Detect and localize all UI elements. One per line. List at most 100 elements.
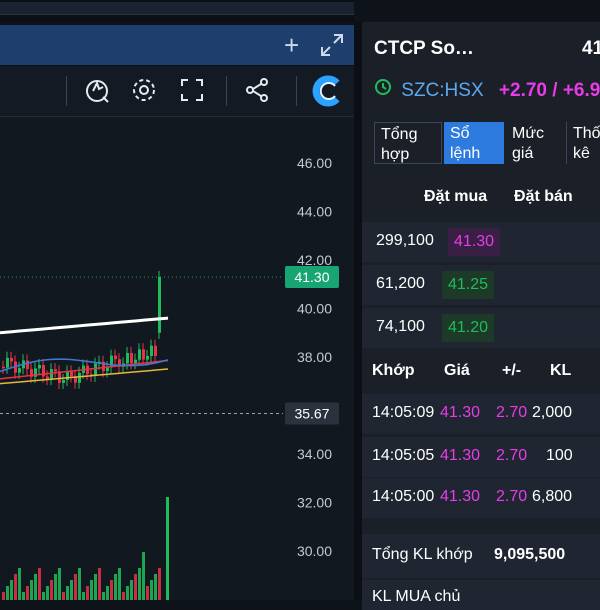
volume-bar: [6, 586, 9, 600]
buy-volume-row: KL MUA chủ: [362, 580, 600, 610]
buy-price: 41.30: [448, 228, 501, 256]
toolbar-divider: [66, 76, 67, 106]
stock-detail-panel: CTCP So… 41 SZC:HSX +2.70 / +6.9 Tổng hợp…: [362, 22, 600, 610]
clock-icon: [375, 79, 391, 95]
trade-price: 41.30: [440, 488, 481, 505]
trade-change: 2.70: [496, 447, 528, 464]
tab-price-level[interactable]: Mức giá: [512, 125, 545, 162]
candlestick: [94, 363, 97, 376]
tab-order-book[interactable]: Sổ lệnh: [444, 122, 504, 164]
volume-bar: [46, 586, 49, 600]
price-axis-label: 46.00: [297, 155, 332, 171]
candlestick: [70, 371, 73, 377]
app-logo-icon[interactable]: [310, 74, 344, 113]
tab-statistics[interactable]: Thố kê: [566, 122, 600, 164]
candlestick: [114, 355, 117, 360]
candlestick: [10, 357, 13, 362]
volume-bar: [82, 592, 85, 600]
candlestick: [50, 369, 53, 380]
trade-volume: 2,000: [532, 404, 573, 421]
orderbook-row: 61,200 41.25: [362, 265, 600, 305]
volume-bar: [18, 568, 21, 600]
candlestick: [42, 365, 45, 377]
volume-bar: [130, 580, 133, 600]
ma-line: [0, 316, 169, 335]
volume-bar: [98, 568, 101, 600]
candlestick: [58, 371, 61, 383]
company-name: CTCP So…: [374, 38, 474, 59]
col-volume: KL: [550, 362, 572, 379]
reference-price-label: 35.67: [294, 406, 329, 422]
candlestick: [154, 345, 157, 357]
candlestick: [146, 355, 149, 360]
volume-bar: [70, 580, 73, 600]
volume-bar: [66, 586, 69, 600]
candlestick: [38, 365, 41, 369]
candlestick: [110, 355, 113, 368]
trade-price: 41.30: [440, 447, 481, 464]
ma-line: [0, 368, 169, 385]
trade-price: 41.30: [440, 404, 481, 421]
last-price: 41: [582, 38, 600, 59]
volume-bar: [86, 586, 89, 600]
volume-bar: [134, 574, 137, 600]
candlestick: [34, 368, 37, 377]
candlestick: [18, 368, 21, 373]
trade-change: 2.70: [496, 404, 528, 421]
volume-bar: [34, 574, 37, 600]
volume-bar: [58, 568, 61, 600]
plus-icon[interactable]: +: [284, 30, 300, 60]
volume-bar: [50, 580, 53, 600]
candlestick: [118, 359, 121, 367]
tab-summary[interactable]: Tổng hợp: [374, 122, 442, 164]
toolbar-divider: [296, 76, 297, 106]
orderbook-row: 299,100 41.30: [362, 222, 600, 262]
candlestick: [102, 361, 105, 372]
sell-header: Đặt bán: [514, 188, 573, 205]
window-top-strip: [0, 0, 354, 22]
volume-bar: [166, 497, 169, 600]
volume-bar: [30, 580, 33, 600]
chart-header: +: [0, 25, 354, 65]
volume-bar: [150, 580, 153, 600]
indicator-icon[interactable]: [84, 76, 112, 109]
expand-icon[interactable]: [320, 33, 344, 62]
buy-volume: 61,200: [376, 275, 425, 292]
buy-volume-label: KL MUA chủ: [372, 588, 461, 605]
col-change: +/-: [502, 362, 522, 379]
share-icon[interactable]: [244, 76, 272, 109]
buy-price: 41.20: [442, 314, 495, 342]
trade-volume: 100: [546, 447, 573, 464]
scrollbar[interactable]: [0, 2, 354, 15]
ma-line: [0, 358, 169, 373]
candlestick: [126, 352, 129, 364]
col-match-time: Khớp: [372, 362, 415, 379]
candlestick: [26, 360, 29, 370]
fullscreen-icon[interactable]: [178, 76, 206, 109]
total-volume-value: 9,095,500: [494, 546, 566, 563]
ticker-symbol[interactable]: SZC:HSX: [401, 80, 484, 101]
chart-canvas[interactable]: 46.00 44.00 42.00 40.00 38.00 34.00 32.00 30.00…: [0, 117, 354, 600]
price-chart[interactable]: 46.00 44.00 42.00 40.00 38.00 34.00 32.00 30.00…: [0, 117, 354, 600]
volume-bar: [142, 552, 145, 600]
trade-row: 14:05:00 41.30 2.70 6,800: [362, 478, 600, 518]
buy-volume: 299,100: [376, 232, 434, 249]
candlestick: [6, 357, 9, 368]
volume-bar: [38, 568, 41, 600]
volume-bar: [78, 568, 81, 600]
volume-bar: [118, 568, 121, 600]
volume-bar: [62, 592, 65, 600]
price-axis-label: 32.00: [297, 495, 332, 511]
volume-bar: [158, 568, 161, 600]
ma-line: [0, 359, 169, 380]
candlestick: [78, 372, 81, 383]
candlestick: [66, 371, 69, 380]
volume-bar: [146, 586, 149, 600]
gear-icon[interactable]: [130, 76, 158, 109]
total-volume-label: Tổng KL khớp: [372, 546, 473, 563]
candlestick: [138, 349, 141, 360]
volume-bar: [122, 592, 125, 600]
volume-bar: [10, 580, 13, 600]
candlestick: [46, 376, 49, 380]
trade-volume: 6,800: [532, 488, 573, 505]
